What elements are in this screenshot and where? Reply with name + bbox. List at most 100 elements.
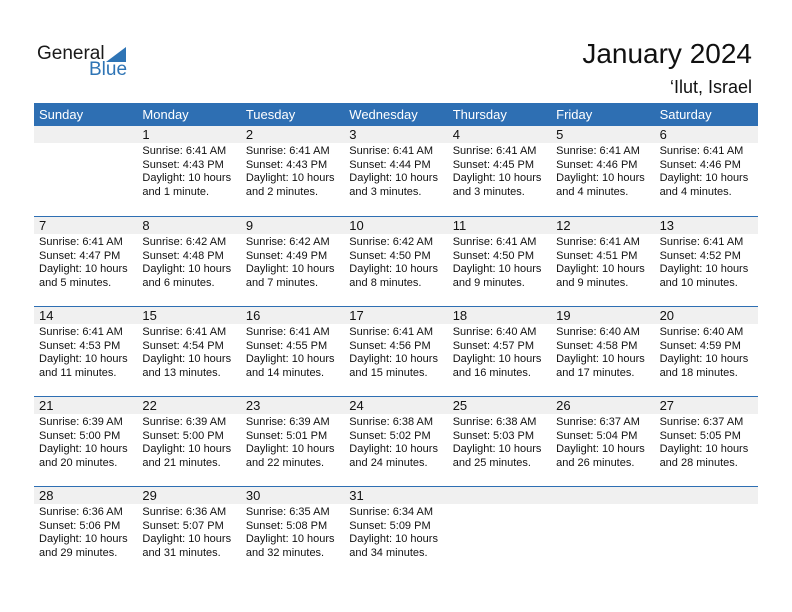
- sunset-text: Sunset: 5:09 PM: [349, 519, 431, 532]
- sunrise-text: Sunrise: 6:41 AM: [452, 236, 537, 248]
- day-info: Sunrise: 6:36 AM Sunset: 5:07 PM Daylight:…: [137, 504, 240, 560]
- page-title: January 2024: [582, 38, 752, 69]
- daylight-text: Daylight: 10 hours: [659, 353, 749, 365]
- daylight-text: Daylight: 10 hours: [556, 172, 645, 184]
- day-number: [551, 487, 654, 504]
- day-info: Sunrise: 6:38 AM Sunset: 5:03 PM Daylight:…: [448, 414, 551, 470]
- sunset-text: Sunset: 4:44 PM: [349, 158, 431, 171]
- daylight-text: Daylight: 10 hours: [142, 353, 232, 365]
- sunset-text: Sunset: 4:43 PM: [245, 158, 328, 171]
- sunrise-text: Sunrise: 6:41 AM: [142, 145, 227, 157]
- day-info: [551, 504, 654, 560]
- sunset-text: Sunset: 4:43 PM: [142, 158, 224, 171]
- daylight-minutes-text: and 2 minutes.: [245, 185, 318, 198]
- day-number: [448, 487, 551, 504]
- daylight-minutes-text: and 14 minutes.: [245, 366, 325, 379]
- daylight-text: Daylight: 10 hours: [142, 443, 232, 455]
- daylight-minutes-text: and 29 minutes.: [39, 546, 118, 559]
- sunset-text: Sunset: 5:02 PM: [349, 429, 431, 442]
- info-row: Sunrise: 6:41 AM Sunset: 4:47 PM Daylight:…: [34, 234, 758, 290]
- day-number: [655, 487, 758, 504]
- sunrise-text: Sunrise: 6:37 AM: [659, 416, 744, 428]
- daylight-text: Daylight: 10 hours: [142, 172, 232, 184]
- daylight-text: Daylight: 10 hours: [39, 443, 128, 455]
- day-info: Sunrise: 6:40 AM Sunset: 4:58 PM Daylight:…: [551, 324, 654, 380]
- info-row: Sunrise: 6:39 AM Sunset: 5:00 PM Daylight:…: [34, 414, 758, 470]
- day-info: Sunrise: 6:41 AM Sunset: 4:55 PM Daylight:…: [241, 324, 344, 380]
- day-info: Sunrise: 6:37 AM Sunset: 5:04 PM Daylight:…: [551, 414, 654, 470]
- daylight-minutes-text: and 34 minutes.: [349, 546, 428, 559]
- daylight-minutes-text: and 4 minutes.: [659, 185, 732, 198]
- day-number: 5: [556, 127, 564, 142]
- daylight-minutes-text: and 10 minutes.: [659, 276, 738, 289]
- weekday-header: Sunday Monday Tuesday Wednesday Thursday…: [34, 103, 758, 126]
- sunset-text: Sunset: 4:48 PM: [142, 249, 224, 262]
- sunset-text: Sunset: 4:50 PM: [349, 249, 431, 262]
- daylight-text: Daylight: 10 hours: [349, 533, 438, 545]
- sunset-text: Sunset: 4:59 PM: [659, 339, 741, 352]
- sunrise-text: Sunrise: 6:41 AM: [349, 326, 434, 338]
- day-number: 2: [245, 127, 254, 142]
- weekday-monday: Monday: [142, 107, 189, 122]
- day-info: Sunrise: 6:41 AM Sunset: 4:46 PM Daylight:…: [655, 143, 758, 199]
- day-number: 20: [659, 308, 675, 323]
- daylight-text: Daylight: 10 hours: [349, 172, 438, 184]
- sunrise-text: Sunrise: 6:40 AM: [659, 326, 744, 338]
- sunrise-text: Sunrise: 6:41 AM: [39, 236, 123, 248]
- day-info: [448, 504, 551, 560]
- day-info: Sunrise: 6:41 AM Sunset: 4:51 PM Daylight:…: [551, 234, 654, 290]
- sunset-text: Sunset: 4:47 PM: [39, 249, 121, 262]
- day-info: Sunrise: 6:41 AM Sunset: 4:54 PM Daylight:…: [137, 324, 240, 380]
- week-row: 1 2 3 4 5 6 Sunrise: 6:41 AM Sunset: 4:43 PM Day…: [34, 126, 758, 216]
- daylight-minutes-text: and 11 minutes.: [39, 366, 117, 379]
- sunset-text: Sunset: 4:55 PM: [245, 339, 328, 352]
- day-info: Sunrise: 6:41 AM Sunset: 4:43 PM Daylight:…: [241, 143, 344, 199]
- info-row: Sunrise: 6:36 AM Sunset: 5:06 PM Daylight:…: [34, 504, 758, 560]
- sunrise-text: Sunrise: 6:40 AM: [556, 326, 640, 338]
- sunrise-text: Sunrise: 6:34 AM: [349, 506, 434, 518]
- sunrise-text: Sunrise: 6:39 AM: [39, 416, 123, 428]
- daylight-text: Daylight: 10 hours: [452, 443, 542, 455]
- daylight-minutes-text: and 24 minutes.: [349, 456, 428, 469]
- day-number: 1: [142, 127, 150, 142]
- day-number: 17: [349, 308, 364, 323]
- day-info: Sunrise: 6:38 AM Sunset: 5:02 PM Daylight:…: [344, 414, 447, 470]
- day-number: 10: [349, 218, 364, 233]
- daylight-text: Daylight: 10 hours: [556, 353, 645, 365]
- sunset-text: Sunset: 5:05 PM: [659, 429, 741, 442]
- day-number: 23: [245, 398, 261, 413]
- sunrise-text: Sunrise: 6:41 AM: [142, 326, 227, 338]
- daylight-minutes-text: and 20 minutes.: [39, 456, 118, 469]
- daylight-text: Daylight: 10 hours: [556, 263, 645, 275]
- day-info: Sunrise: 6:41 AM Sunset: 4:52 PM Daylight:…: [655, 234, 758, 290]
- logo-blue: Blue: [89, 59, 128, 80]
- day-info: Sunrise: 6:41 AM Sunset: 4:56 PM Daylight:…: [344, 324, 447, 380]
- sunrise-text: Sunrise: 6:41 AM: [245, 145, 330, 157]
- logo-general: General: [37, 43, 105, 64]
- daylight-minutes-text: and 16 minutes.: [452, 366, 531, 379]
- day-info: Sunrise: 6:39 AM Sunset: 5:00 PM Daylight:…: [34, 414, 137, 470]
- day-info: Sunrise: 6:42 AM Sunset: 4:50 PM Daylight:…: [344, 234, 447, 290]
- daylight-text: Daylight: 10 hours: [349, 353, 438, 365]
- weekday-saturday: Saturday: [659, 107, 712, 122]
- daylight-minutes-text: and 9 minutes.: [452, 276, 525, 289]
- day-info: Sunrise: 6:41 AM Sunset: 4:46 PM Daylight:…: [551, 143, 654, 199]
- daylight-minutes-text: and 15 minutes.: [349, 366, 428, 379]
- day-number: 31: [349, 488, 364, 503]
- sunset-text: Sunset: 4:51 PM: [556, 249, 638, 262]
- day-info: Sunrise: 6:34 AM Sunset: 5:09 PM Daylight:…: [344, 504, 447, 560]
- day-number: 7: [39, 218, 47, 233]
- day-number: 24: [349, 398, 364, 413]
- sunset-text: Sunset: 5:00 PM: [39, 429, 121, 442]
- day-number: 18: [452, 308, 468, 323]
- calendar-grid: Sunday Monday Tuesday Wednesday Thursday…: [34, 103, 758, 576]
- day-number: 26: [556, 398, 571, 413]
- sunrise-text: Sunrise: 6:38 AM: [349, 416, 434, 428]
- sunset-text: Sunset: 4:46 PM: [556, 158, 638, 171]
- sunset-text: Sunset: 5:07 PM: [142, 519, 224, 532]
- weekday-wednesday: Wednesday: [349, 107, 418, 122]
- day-number: [34, 126, 137, 143]
- weekday-tuesday: Tuesday: [245, 107, 296, 122]
- sunset-text: Sunset: 4:46 PM: [659, 158, 741, 171]
